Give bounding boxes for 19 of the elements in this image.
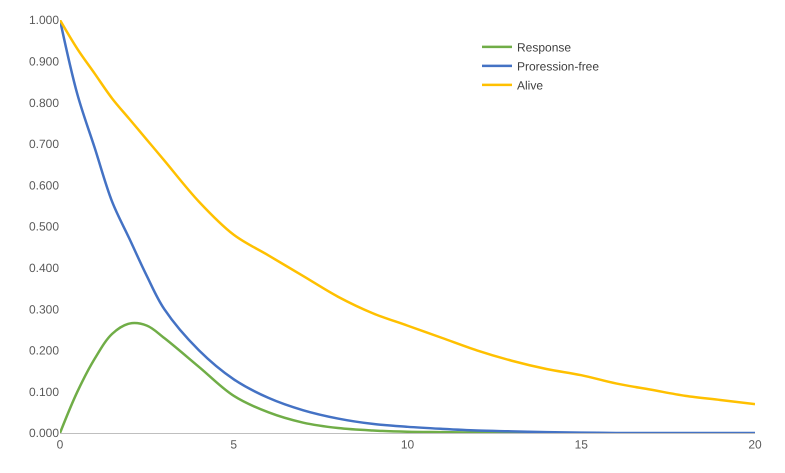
x-tick-label: 5 bbox=[230, 437, 238, 452]
y-tick-label: 0.600 bbox=[28, 178, 60, 192]
x-tick-label: 20 bbox=[748, 437, 762, 452]
y-tick-label: 0.900 bbox=[28, 54, 60, 68]
y-tick-label: 1.000 bbox=[28, 13, 60, 28]
x-tick-label: 0 bbox=[56, 437, 64, 452]
y-tick-label: 0.700 bbox=[28, 137, 60, 152]
x-tick-label: 10 bbox=[400, 437, 414, 452]
y-tick-label: 0.800 bbox=[28, 96, 60, 110]
x-tick-label: 15 bbox=[574, 437, 588, 452]
legend-label: Proression-free bbox=[517, 60, 600, 74]
y-tick-label: 0.000 bbox=[28, 426, 60, 440]
y-tick-label: 0.300 bbox=[28, 302, 60, 316]
y-tick-label: 0.100 bbox=[28, 384, 60, 399]
legend-label: Response bbox=[517, 40, 572, 55]
y-tick-label: 0.500 bbox=[28, 220, 60, 234]
y-tick-label: 0.200 bbox=[28, 344, 60, 358]
legend-label: Alive bbox=[517, 78, 544, 93]
y-tick-label: 0.400 bbox=[28, 261, 60, 275]
